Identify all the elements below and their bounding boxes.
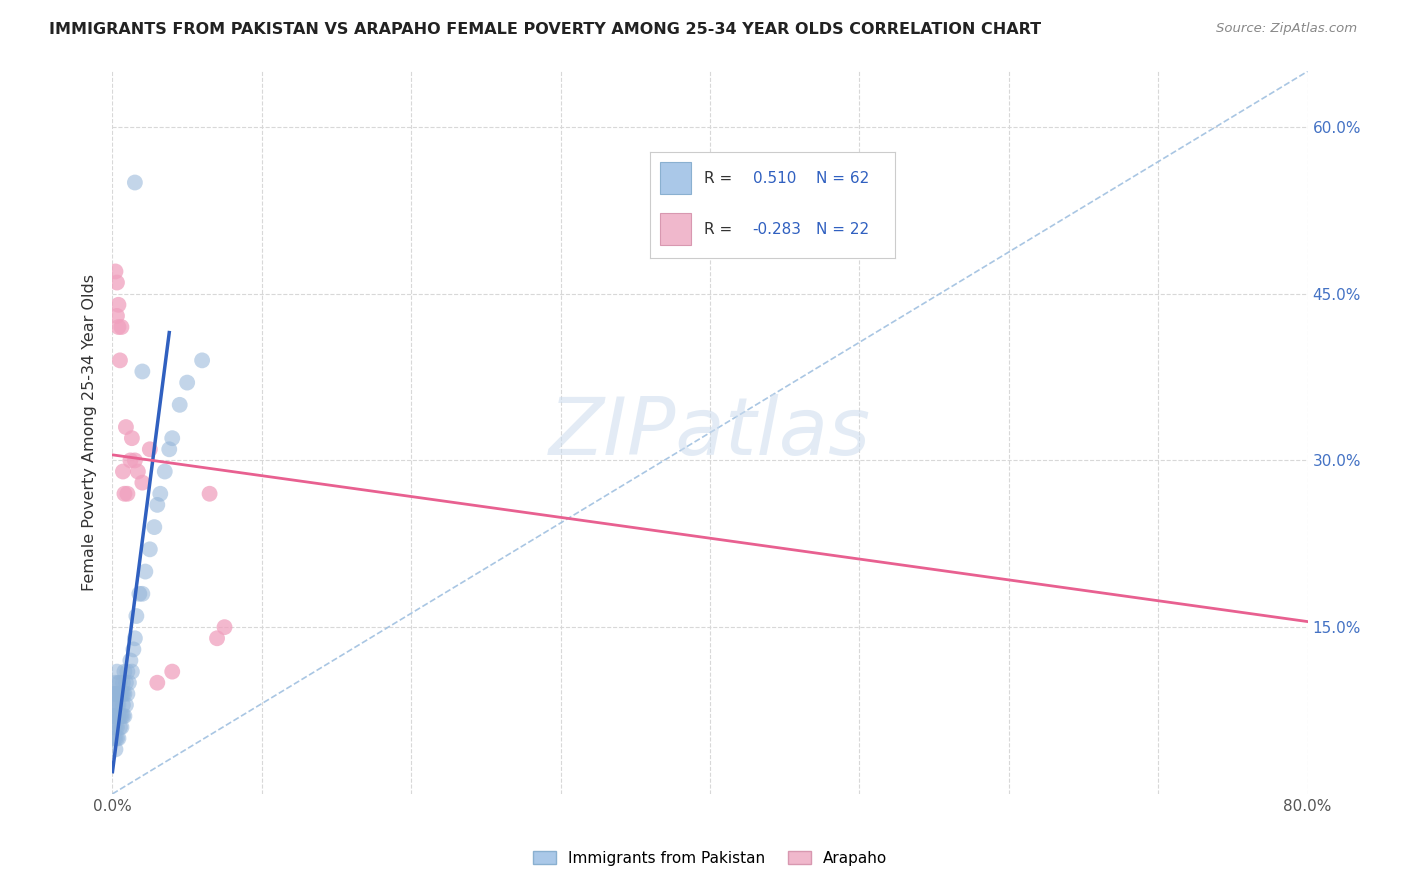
Text: IMMIGRANTS FROM PAKISTAN VS ARAPAHO FEMALE POVERTY AMONG 25-34 YEAR OLDS CORRELA: IMMIGRANTS FROM PAKISTAN VS ARAPAHO FEMA… [49,22,1042,37]
Point [103,720,125,734]
Point [107,675,129,690]
Text: ZIPatlas: ZIPatlas [548,393,872,472]
Point [105,665,128,679]
Bar [659,162,692,194]
Point [131,475,153,490]
Point [134,565,156,579]
Point [104,264,127,278]
Point [105,276,128,290]
Point [169,398,191,412]
Point [153,465,176,479]
Point [110,709,132,723]
Point [114,487,135,501]
Point [162,665,183,679]
Point [111,465,134,479]
Point [122,642,145,657]
Point [131,587,153,601]
Point [105,709,128,723]
Point [117,687,139,701]
Point [104,675,127,690]
Point [108,687,131,701]
Point [103,687,125,701]
Point [108,720,131,734]
Point [110,687,132,701]
Point [139,542,162,557]
Point [198,487,221,501]
Point [105,720,128,734]
Point [115,675,138,690]
Point [124,453,146,467]
Point [139,442,162,457]
Point [120,653,142,667]
Point [121,431,143,445]
Point [107,298,129,312]
Point [128,587,150,601]
Point [115,698,138,712]
Point [124,176,146,190]
Point [110,320,132,334]
Point [157,442,180,457]
Point [117,665,139,679]
Point [105,687,128,701]
Text: N = 22: N = 22 [817,222,869,237]
Point [149,487,172,501]
Point [114,665,135,679]
Point [214,620,236,634]
Point [104,742,127,756]
Text: R =: R = [703,222,733,237]
Point [105,309,128,323]
Point [107,320,129,334]
Point [108,709,131,723]
Point [103,709,125,723]
Point [205,632,228,646]
Point [120,453,142,467]
Point [104,709,127,723]
Point [117,487,139,501]
Point [146,498,169,512]
Point [105,698,128,712]
Point [131,364,153,378]
Point [191,353,214,368]
Point [110,720,132,734]
Y-axis label: Female Poverty Among 25-34 Year Olds: Female Poverty Among 25-34 Year Olds [82,274,97,591]
Point [111,698,134,712]
Point [121,665,143,679]
Point [176,376,198,390]
Point [104,698,127,712]
Point [103,731,125,746]
Point [114,687,135,701]
Text: -0.283: -0.283 [752,222,801,237]
Point [103,698,125,712]
Point [111,687,134,701]
Point [111,709,134,723]
Point [104,731,127,746]
Point [107,687,129,701]
Point [108,353,131,368]
Point [143,520,166,534]
Point [107,731,129,746]
Text: R =: R = [703,170,733,186]
Legend: Immigrants from Pakistan, Arapaho: Immigrants from Pakistan, Arapaho [533,851,887,866]
Bar [659,213,692,245]
Point [127,465,149,479]
Point [114,709,135,723]
Point [107,698,129,712]
Point [105,731,128,746]
Text: N = 62: N = 62 [817,170,870,186]
Text: 0.510: 0.510 [752,170,796,186]
Point [104,720,127,734]
Point [125,609,148,624]
Point [162,431,183,445]
Point [124,632,146,646]
Point [108,675,131,690]
Point [111,675,134,690]
Text: Source: ZipAtlas.com: Source: ZipAtlas.com [1216,22,1357,36]
Point [107,709,129,723]
Point [118,675,141,690]
Point [115,420,138,434]
Point [146,675,169,690]
Point [104,687,127,701]
